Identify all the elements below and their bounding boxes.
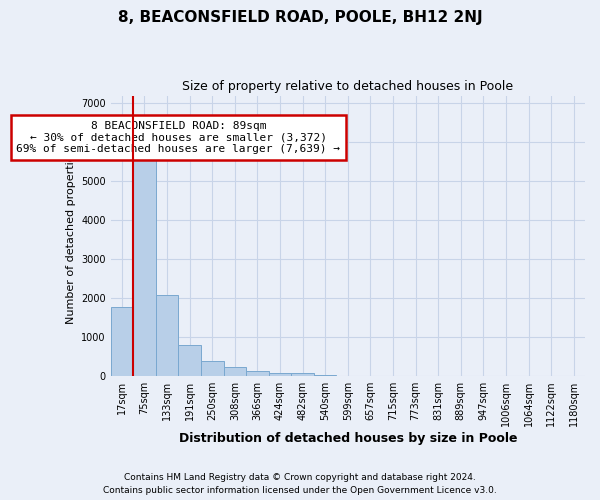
Bar [110,306,133,376]
Bar [156,295,178,376]
Text: Contains HM Land Registry data © Crown copyright and database right 2024.
Contai: Contains HM Land Registry data © Crown c… [103,474,497,495]
Text: 8 BEACONSFIELD ROAD: 89sqm
← 30% of detached houses are smaller (3,372)
69% of s: 8 BEACONSFIELD ROAD: 89sqm ← 30% of deta… [16,121,340,154]
Bar [292,373,314,376]
Y-axis label: Number of detached properties: Number of detached properties [65,148,76,324]
Title: Size of property relative to detached houses in Poole: Size of property relative to detached ho… [182,80,514,93]
Bar [269,372,292,376]
Bar [133,151,156,376]
Bar [224,366,246,376]
X-axis label: Distribution of detached houses by size in Poole: Distribution of detached houses by size … [179,432,517,445]
Text: 8, BEACONSFIELD ROAD, POOLE, BH12 2NJ: 8, BEACONSFIELD ROAD, POOLE, BH12 2NJ [118,10,482,25]
Bar [246,371,269,376]
Bar [201,362,224,376]
Bar [178,345,201,376]
Bar [314,375,337,376]
